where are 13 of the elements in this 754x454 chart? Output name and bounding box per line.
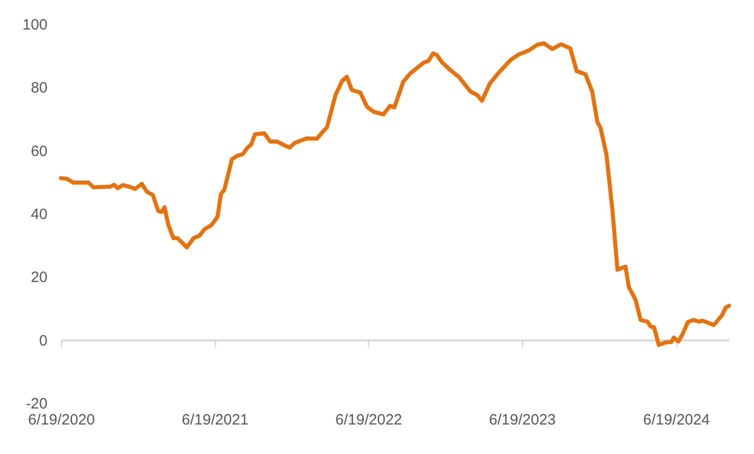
- y-tick-label: 0: [39, 332, 48, 350]
- y-tick-label: 40: [30, 206, 48, 223]
- x-tick-label: 6/19/2023: [489, 412, 556, 428]
- y-tick-label: 60: [30, 142, 48, 160]
- y-tick-label: -20: [26, 396, 48, 412]
- x-tick-label: 6/19/2021: [182, 412, 249, 428]
- line-series: [59, 41, 731, 347]
- x-tick-label: 6/19/2024: [643, 412, 710, 428]
- x-tick-label: 6/19/2022: [335, 412, 402, 428]
- y-tick-label: 100: [22, 16, 48, 34]
- y-tick-label: 80: [30, 80, 48, 97]
- x-tick-label: 6/19/2020: [28, 412, 95, 428]
- y-tick-label: 20: [30, 269, 48, 286]
